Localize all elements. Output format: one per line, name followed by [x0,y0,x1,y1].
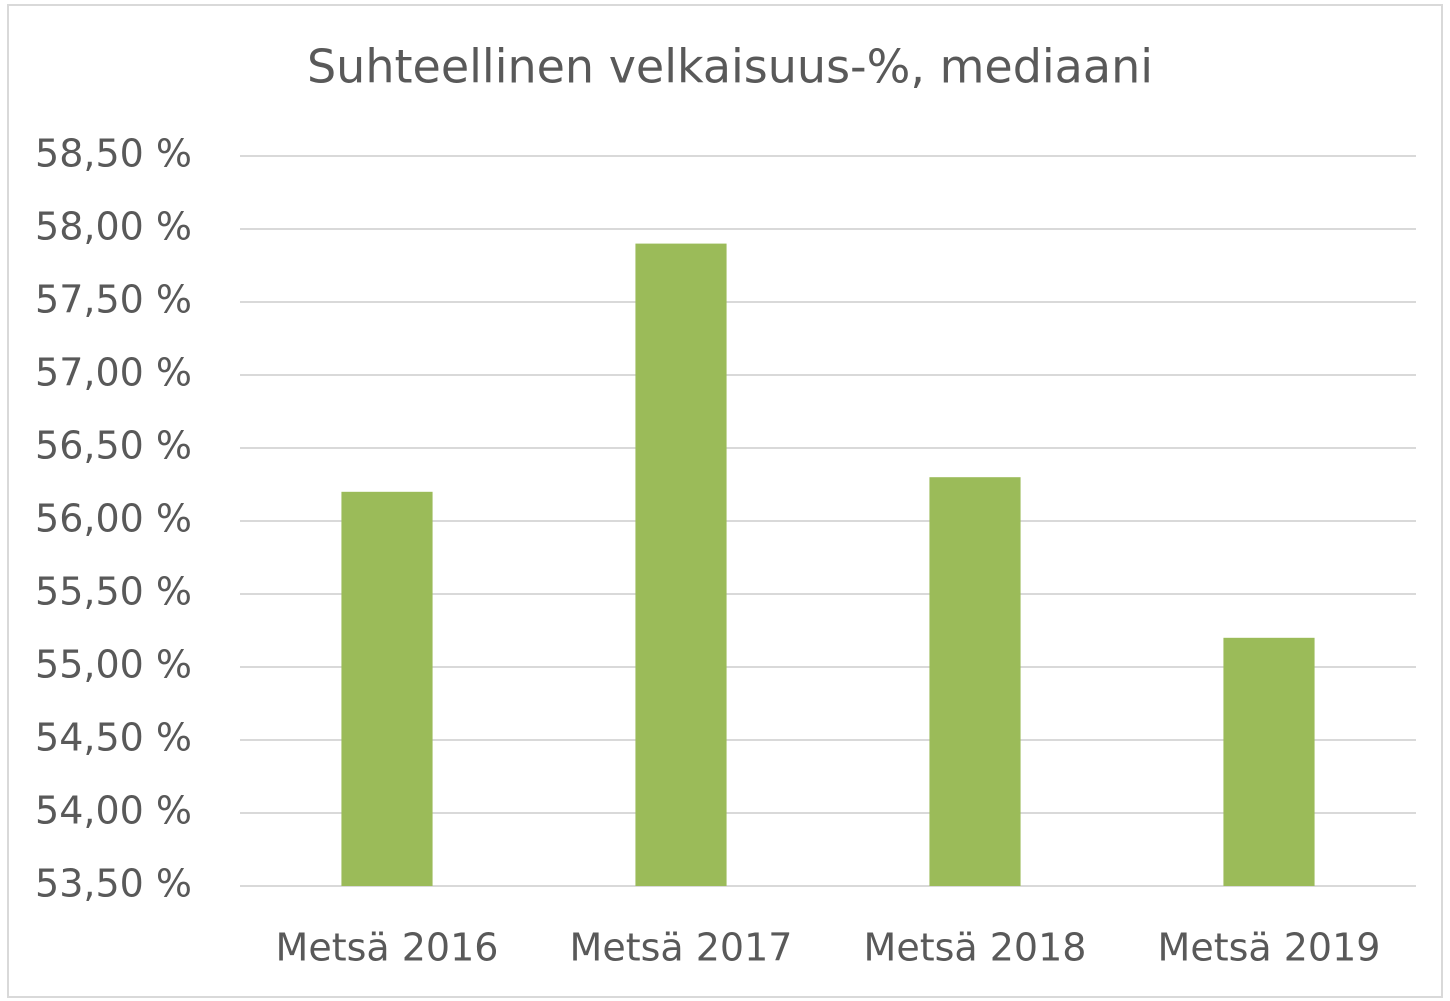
y-tick-label: 54,50 % [35,716,192,760]
bar [1223,637,1315,886]
chart-title: Suhteellinen velkaisuus-%, mediaani [307,40,1153,94]
y-tick-label: 56,00 % [35,497,192,541]
y-tick-label: 56,50 % [35,424,192,468]
y-tick-label: 58,00 % [35,205,192,249]
y-tick-label: 55,00 % [35,643,192,687]
bar [635,243,727,887]
y-tick-label: 57,50 % [35,278,192,322]
x-tick-label: Metsä 2019 [1158,926,1381,970]
bar [929,477,1021,886]
y-tick-label: 54,00 % [35,789,192,833]
y-tick-label: 58,50 % [35,132,192,176]
x-tick-label: Metsä 2017 [570,926,793,970]
y-tick-label: 55,50 % [35,570,192,614]
y-tick-label: 57,00 % [35,351,192,395]
x-tick-label: Metsä 2016 [276,926,499,970]
y-tick-label: 53,50 % [35,862,192,906]
bar [341,491,433,886]
x-tick-label: Metsä 2018 [864,926,1087,970]
